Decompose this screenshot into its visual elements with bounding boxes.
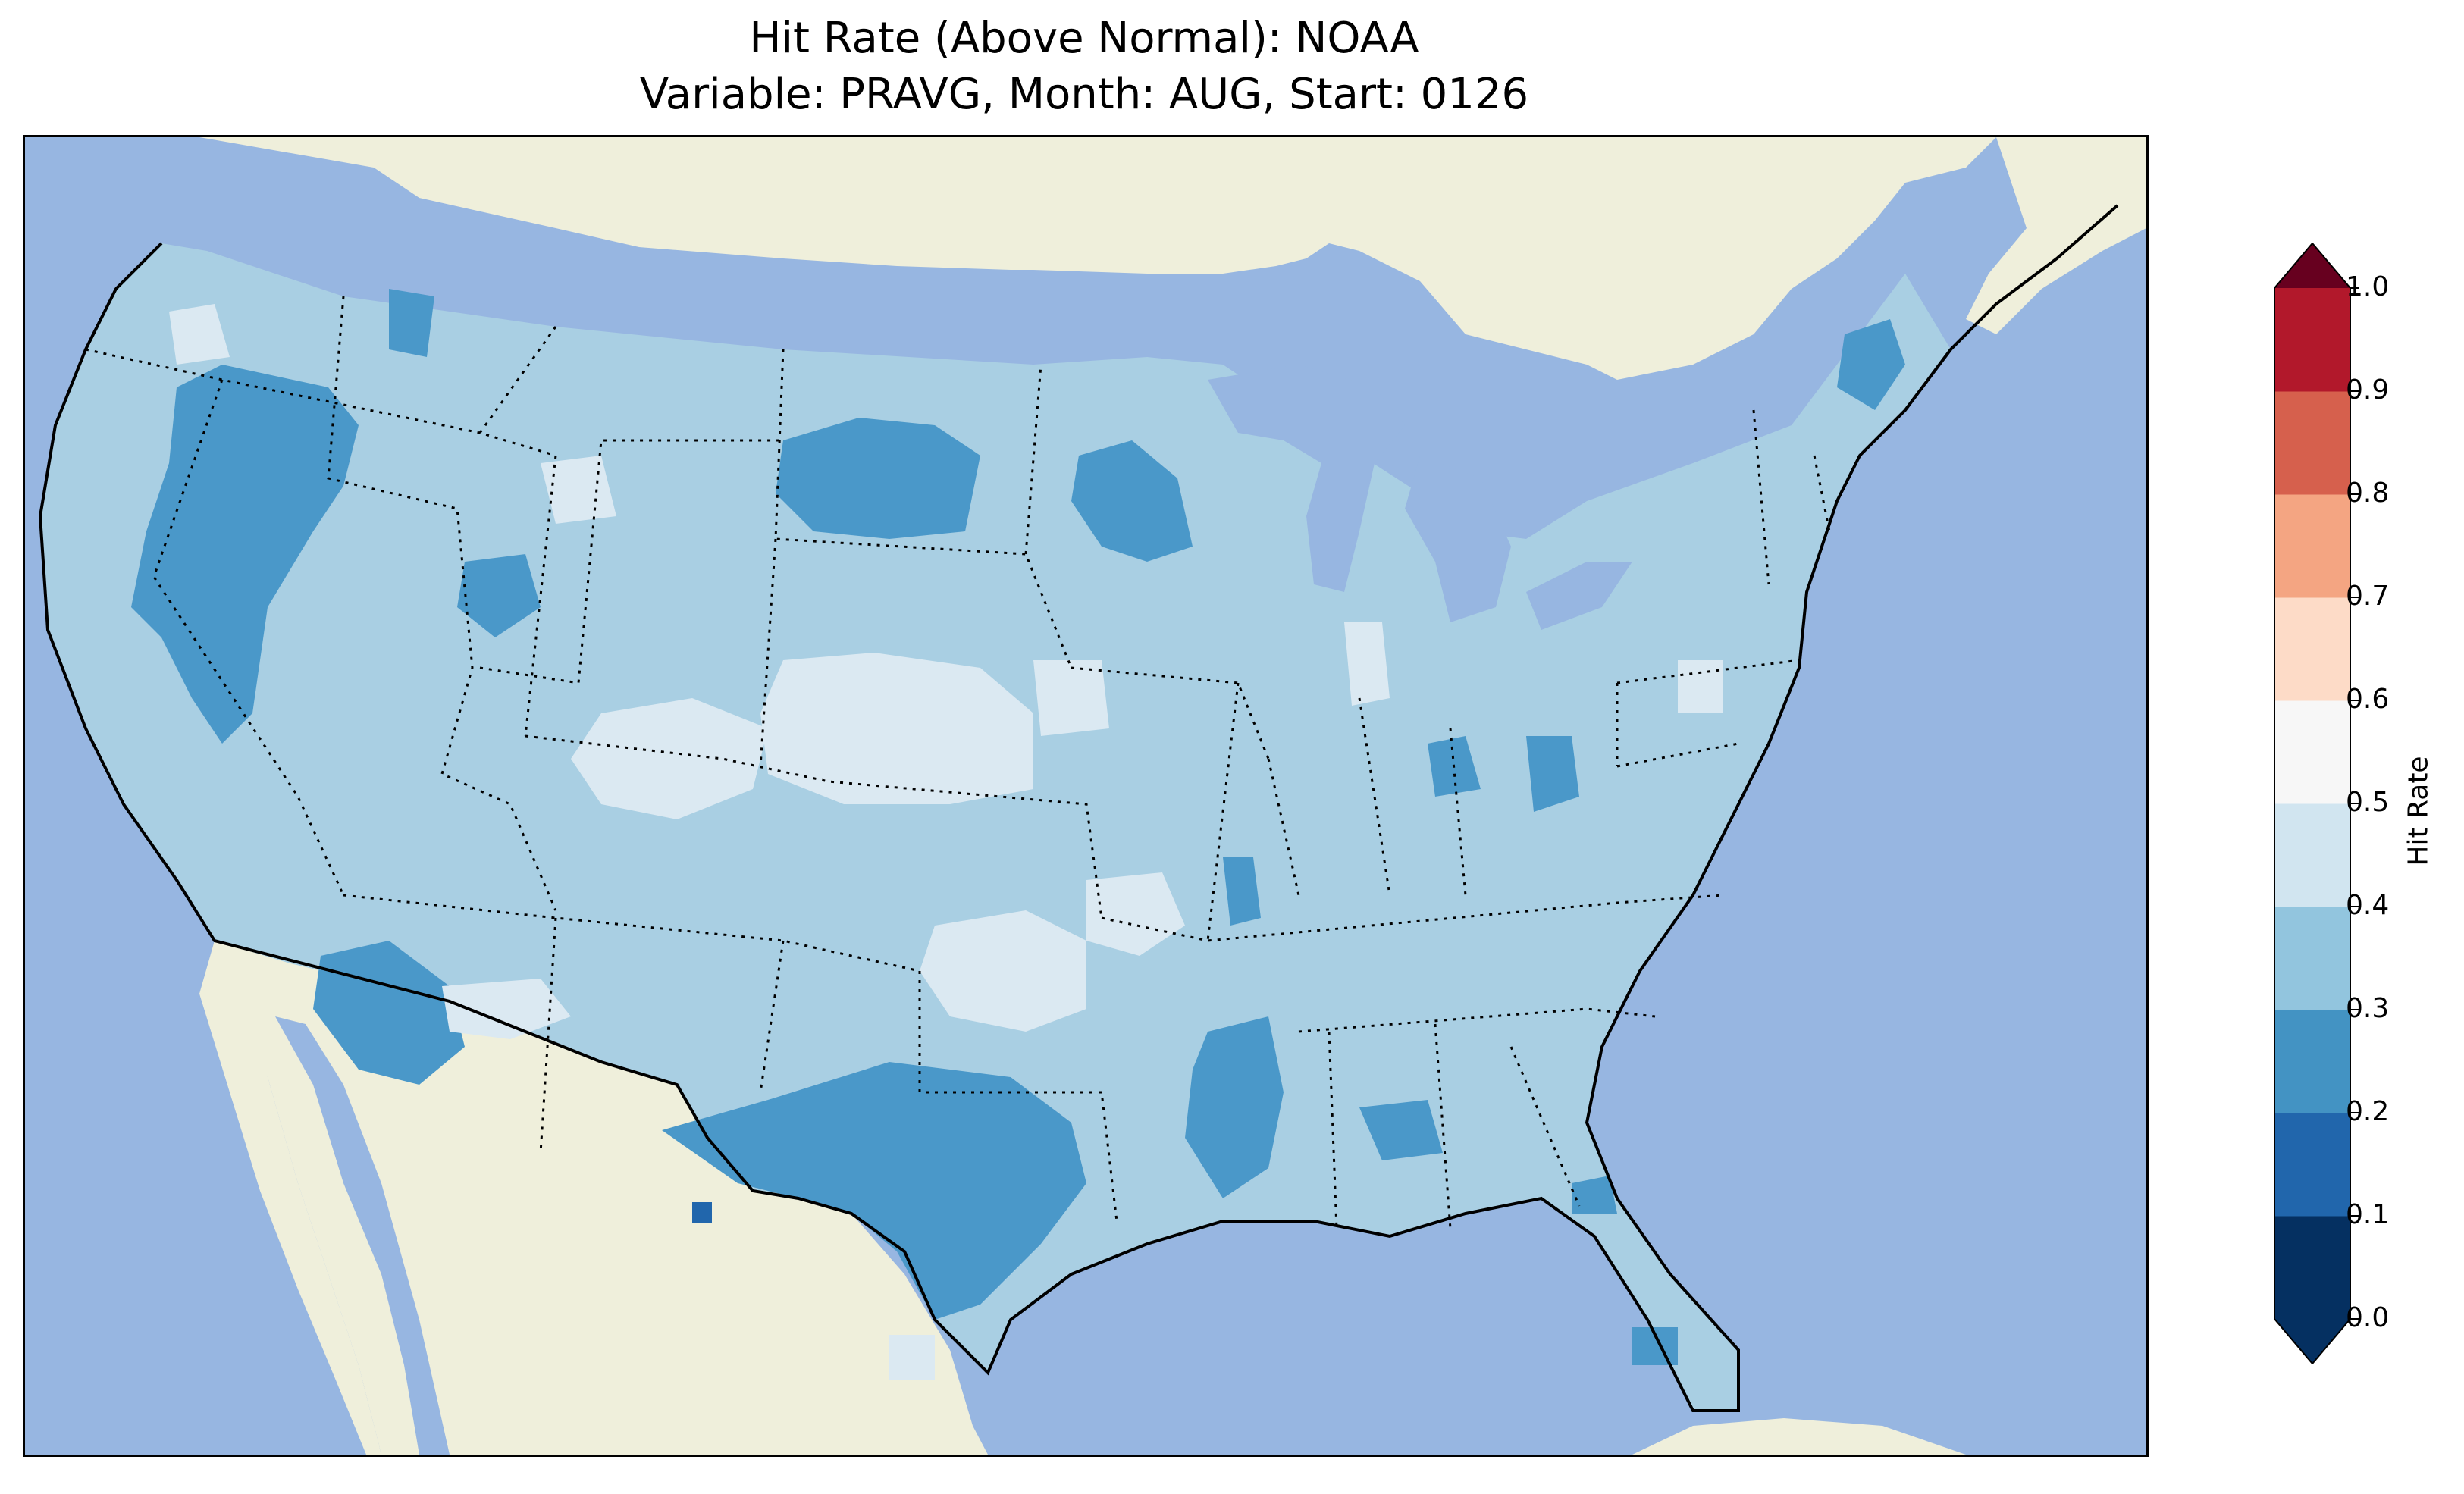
canada-landmass	[199, 137, 1996, 380]
gulf-of-california	[275, 1016, 450, 1455]
colorbar-bin-8	[2274, 391, 2350, 495]
colorbar-tick-label: 0.7	[2346, 581, 2390, 612]
colorbar-tick-label: 0.5	[2346, 787, 2390, 818]
colorbar-bin-9	[2274, 288, 2350, 392]
colorbar-tick-label: 0.3	[2346, 993, 2390, 1024]
colorbar-bin-4	[2274, 803, 2350, 907]
colorbar-extend-over	[2274, 243, 2350, 288]
coastline	[38, 204, 2119, 1412]
colorbar-tick-label: 1.0	[2346, 271, 2390, 302]
colorbar-bin-5	[2274, 700, 2350, 804]
maritimes-landmass	[1966, 137, 2146, 334]
great-lakes	[1208, 365, 1632, 630]
colorbar-tick-label: 0.0	[2346, 1302, 2390, 1333]
hit-rate-0.1-0.2-patch	[692, 1202, 712, 1223]
colorbar-bin-2	[2274, 1010, 2350, 1113]
colorbar-tick-label: 0.9	[2346, 374, 2390, 406]
hit-rate-0.2-0.3-patches	[131, 289, 1905, 1365]
state-borders	[85, 296, 1831, 1229]
hit-rate-0.4-0.5-patches	[169, 304, 1723, 1380]
colorbar-tick-label: 0.2	[2346, 1096, 2390, 1127]
colorbar-bin-7	[2274, 494, 2350, 598]
map-frame	[23, 135, 2149, 1457]
conus-hit-rate-map	[25, 137, 2146, 1455]
colorbar-extend-under	[2274, 1319, 2350, 1364]
colorbar-label: Hit Rate	[2403, 756, 2434, 866]
colorbar-tick-label: 0.6	[2346, 684, 2390, 715]
colorbar-tick-label: 0.4	[2346, 890, 2390, 921]
colorbar-tick-label: 0.8	[2346, 478, 2390, 509]
baja-peninsula	[199, 941, 381, 1455]
cuba-landmass	[1632, 1418, 1966, 1455]
map-title-line-2: Variable: PRAVG, Month: AUG, Start: 0126	[639, 70, 1529, 119]
colorbar-tick-label: 0.1	[2346, 1199, 2390, 1230]
hit-rate-colorbar	[2274, 243, 2359, 1364]
colorbar-bin-1	[2274, 1113, 2350, 1217]
colorbar-bin-6	[2274, 597, 2350, 701]
colorbar-bin-0	[2274, 1216, 2350, 1320]
map-title-line-1: Hit Rate (Above Normal): NOAA	[749, 14, 1419, 63]
colorbar-bin-3	[2274, 907, 2350, 1010]
